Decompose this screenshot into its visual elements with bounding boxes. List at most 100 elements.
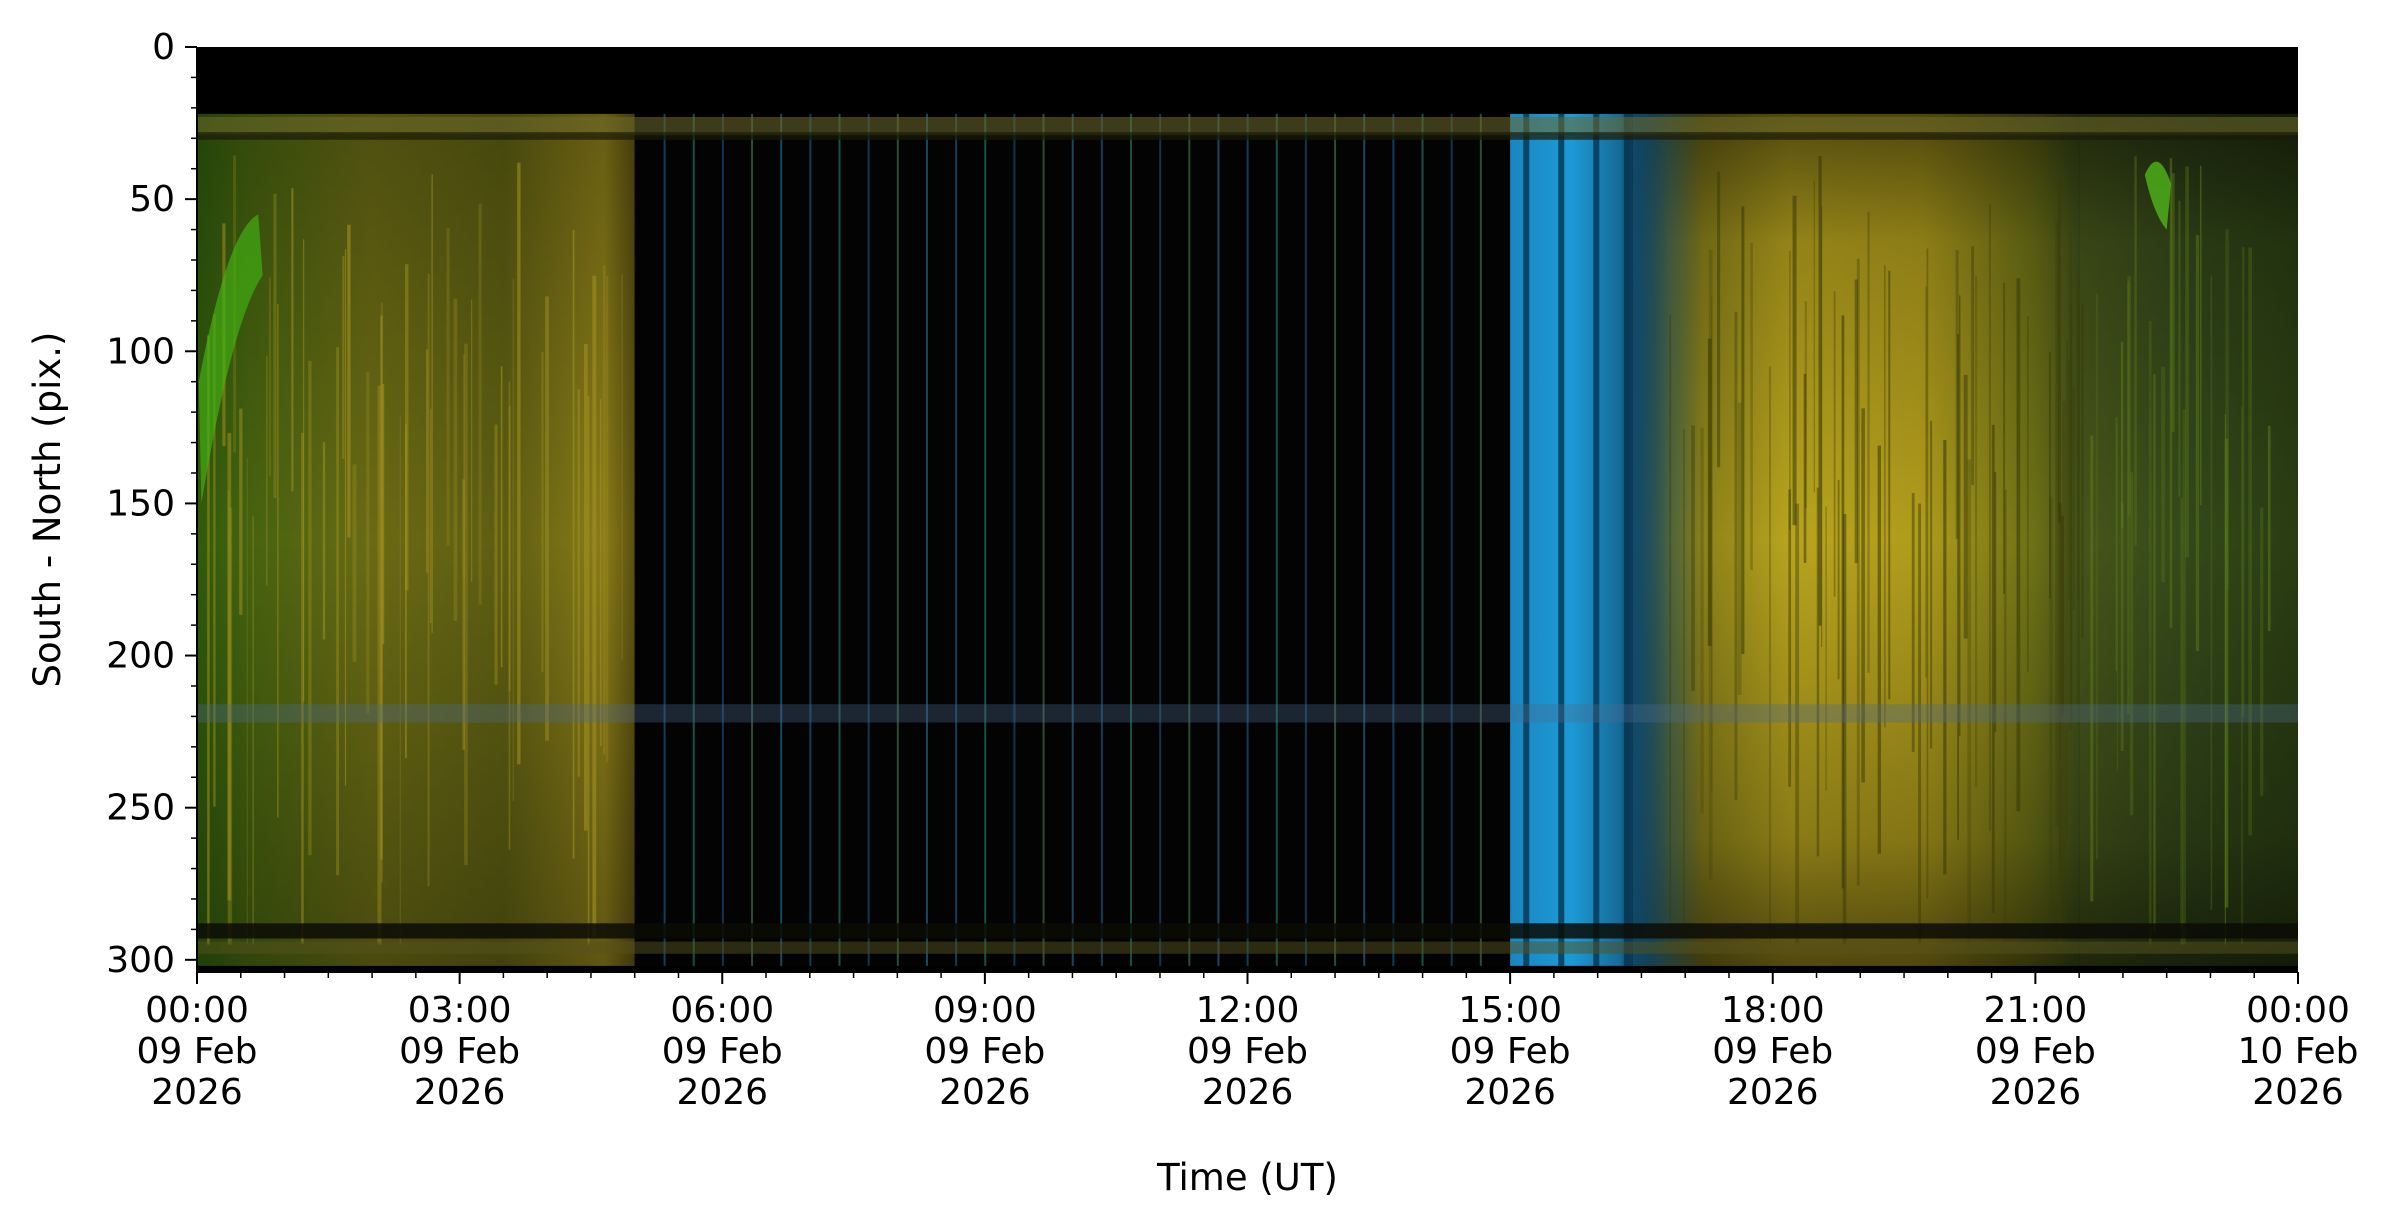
blue-separator-0 [1523, 113, 1530, 966]
streak-2 [347, 224, 351, 538]
streak-103 [1888, 270, 1891, 700]
streak-159 [2195, 235, 2200, 652]
streak-83 [1842, 514, 1847, 945]
streak-97 [1963, 374, 1968, 639]
streak-129 [1750, 243, 1753, 570]
streak-157 [2210, 275, 2213, 911]
streak-33 [273, 193, 277, 498]
stripe-27 [1450, 113, 1453, 966]
x-tick-label-line: 21:00 [1984, 990, 2088, 1031]
y-tick-label-150: 150 [106, 483, 175, 524]
streak-104 [2068, 231, 2073, 731]
streak-142 [2129, 472, 2134, 816]
x-tick-label-line: 2026 [1727, 1072, 1819, 1113]
streak-140 [2199, 165, 2202, 506]
streak-79 [1926, 248, 1929, 899]
x-tick-label-line: 2026 [2252, 1072, 2344, 1113]
y-tick-label-50: 50 [129, 179, 175, 220]
streak-118 [1943, 439, 1947, 875]
streak-19 [478, 203, 482, 605]
streak-130 [2161, 366, 2166, 583]
streak-102 [1854, 279, 1859, 564]
streak-41 [464, 343, 468, 866]
streak-132 [2134, 156, 2137, 546]
stripe-1 [692, 113, 695, 966]
streak-39 [381, 383, 385, 645]
streak-56 [430, 408, 432, 624]
streak-131 [2241, 246, 2245, 717]
streak-88 [2027, 316, 2029, 673]
stripe-17 [1159, 113, 1162, 966]
streak-112 [1958, 295, 1961, 737]
streak-62 [2060, 515, 2064, 716]
streak-81 [1737, 402, 1742, 695]
x-tick-label-line: 15:00 [1458, 990, 1562, 1031]
streak-149 [2224, 438, 2229, 908]
band-middle-blue [197, 704, 2298, 723]
streak-6 [592, 275, 597, 937]
streak-38 [517, 162, 521, 765]
streak-93 [1711, 296, 1713, 791]
streak-139 [2182, 409, 2186, 945]
stripe-19 [1217, 113, 1220, 966]
x-tick-label-5: 15:00 09 Feb 2026 [1450, 990, 1571, 1113]
x-tick-label-line: 2026 [676, 1072, 768, 1113]
streak-68 [1741, 206, 1745, 655]
streak-141 [2090, 435, 2094, 902]
y-tick-label-200: 200 [106, 636, 175, 677]
streak-76 [1867, 211, 1870, 673]
x-tick-label-line: 09 Feb [1450, 1031, 1571, 1072]
streak-23 [621, 274, 623, 660]
stripe-18 [1188, 113, 1191, 966]
streak-158 [2148, 320, 2152, 945]
band-top-light [197, 116, 2298, 136]
streak-40 [405, 424, 407, 759]
streak-125 [1911, 493, 1915, 752]
x-tick-label-line: 06:00 [670, 990, 774, 1031]
streak-78 [1682, 428, 1685, 941]
streak-110 [2003, 489, 2007, 945]
x-tick-label-8: 00:00 10 Feb 2026 [2238, 990, 2359, 1113]
streak-122 [1955, 250, 1959, 540]
stripe-24 [1363, 113, 1366, 966]
streak-87 [1861, 408, 1865, 783]
stripe-21 [1275, 113, 1278, 966]
x-tick-label-line: 09 Feb [1187, 1031, 1308, 1072]
streak-37 [308, 360, 312, 856]
streak-115 [1991, 424, 1995, 914]
x-tick-label-line: 00:00 [2246, 990, 2350, 1031]
stripe-8 [896, 113, 899, 966]
x-tick-label-line: 2026 [1464, 1072, 1556, 1113]
streak-124 [1818, 156, 1822, 626]
streak-114 [1708, 249, 1713, 880]
stripe-4 [780, 113, 783, 966]
streak-1 [227, 433, 232, 901]
streak-153 [2248, 247, 2253, 836]
streak-7 [227, 490, 230, 945]
streak-46 [342, 255, 345, 459]
streak-42 [446, 227, 450, 546]
streak-43 [462, 479, 465, 750]
streak-63 [1837, 479, 1840, 680]
streak-72 [2067, 359, 2071, 601]
streak-21 [239, 408, 243, 615]
stripe-23 [1334, 113, 1337, 966]
streak-25 [512, 278, 515, 802]
blue-separator-1 [1558, 113, 1565, 966]
streak-108 [1707, 338, 1712, 646]
streak-120 [1974, 275, 1978, 788]
band-bottom-black [197, 965, 2298, 972]
streak-116 [1768, 366, 1772, 945]
region-shading-morning [197, 113, 635, 966]
streak-71 [1925, 286, 1928, 678]
blue-separator-3 [1623, 113, 1630, 966]
x-tick-label-line: 09:00 [933, 990, 1037, 1031]
streak-100 [1691, 425, 1695, 692]
streak-67 [1993, 472, 1997, 733]
streak-123 [2058, 502, 2062, 945]
stripe-5 [809, 113, 812, 966]
band-top-dark [197, 132, 2298, 140]
y-tick-label-100: 100 [106, 331, 175, 372]
